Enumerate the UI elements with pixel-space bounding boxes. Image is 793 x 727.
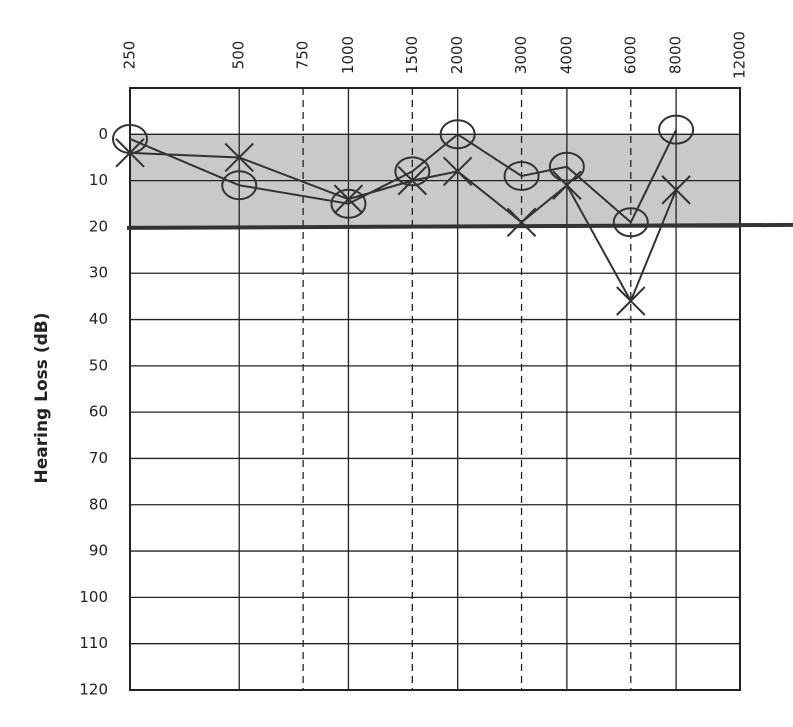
x-tick-label: 500	[230, 41, 248, 70]
y-tick-label: 10	[89, 171, 108, 189]
x-tick-label: 750	[294, 41, 312, 70]
x-tick-label: 6000	[621, 36, 639, 74]
right-ear-marker	[612, 207, 649, 238]
left-ear-marker	[616, 286, 646, 316]
right-ear-marker	[330, 188, 367, 219]
y-tick-label: 50	[89, 356, 108, 374]
right-ear-marker	[439, 119, 476, 150]
y-tick-label: 70	[89, 449, 108, 467]
left-ear-marker	[397, 165, 428, 196]
left-ear-marker	[506, 207, 537, 237]
right-ear-marker	[394, 156, 431, 187]
band-edge-line	[126, 222, 793, 230]
left-ear-marker	[224, 142, 254, 173]
right-ear-marker	[221, 170, 258, 201]
y-tick-label: 20	[89, 217, 108, 235]
y-tick-label: 40	[89, 310, 108, 328]
right-ear-marker	[548, 151, 585, 182]
x-tick-label: 8000	[667, 36, 685, 74]
left-ear-marker	[661, 175, 691, 205]
x-tick-label: 4000	[557, 36, 575, 74]
right-ear-marker	[658, 114, 695, 145]
series-line	[129, 129, 678, 224]
x-tick-label: 3000	[512, 36, 530, 74]
left-ear-marker	[115, 138, 145, 168]
x-tick-label: 1000	[339, 36, 357, 74]
y-tick-label: 30	[89, 264, 108, 282]
left-ear-marker	[333, 184, 364, 214]
x-tick-label: 2000	[448, 36, 466, 74]
y-axis-title: Hearing Loss (dB)	[32, 313, 52, 484]
y-tick-label: 110	[79, 634, 108, 652]
y-tick-label: 80	[89, 495, 108, 513]
y-tick-label: 120	[79, 681, 108, 699]
x-tick-label: 1500	[403, 36, 421, 74]
y-tick-label: 60	[89, 403, 108, 421]
right-ear-marker	[503, 160, 540, 191]
plot-frame	[129, 87, 741, 691]
y-tick-label: 90	[89, 542, 108, 560]
y-tick-label: 0	[98, 125, 108, 143]
x-tick-label: 250	[121, 41, 139, 70]
left-ear-marker	[552, 170, 582, 200]
y-tick-label: 100	[79, 588, 108, 606]
x-tick-label: 12000	[731, 31, 749, 79]
left-ear-marker	[442, 156, 473, 187]
